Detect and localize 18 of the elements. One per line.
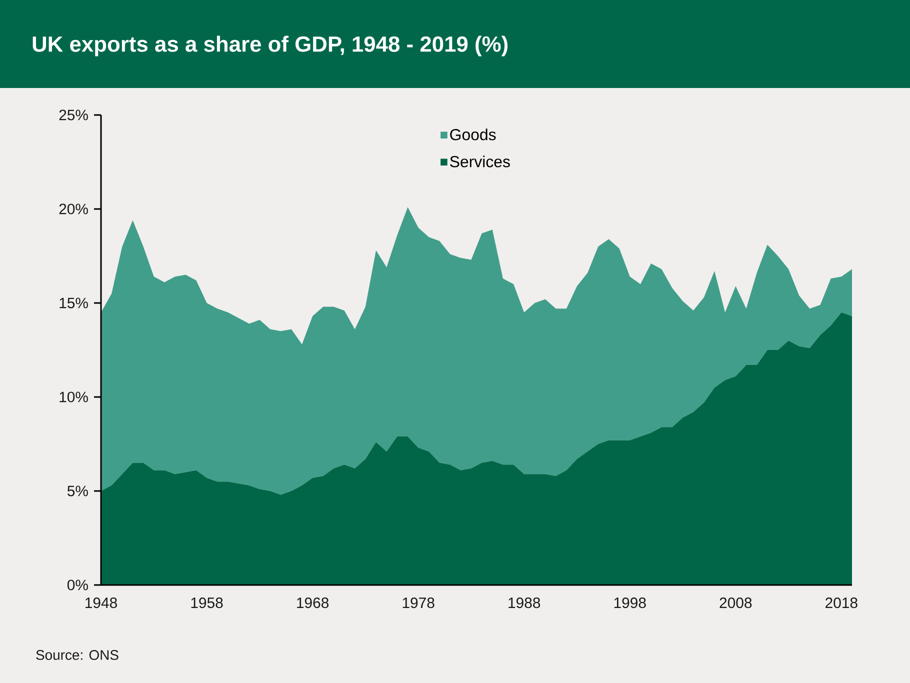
source-note: Source: ONS xyxy=(36,650,118,660)
y-tick-label: 10% xyxy=(60,392,88,402)
y-tick-label: 15% xyxy=(60,298,88,308)
x-tick-label: 1978 xyxy=(402,598,434,608)
x-tick-label: 1958 xyxy=(191,598,223,608)
y-tick-label: 25% xyxy=(59,110,88,120)
x-tick-label: 1988 xyxy=(508,598,540,608)
y-tick-label: 5% xyxy=(67,486,88,496)
chart-title: UK exports as a share of GDP, 1948 - 2019 (%) xyxy=(32,36,508,56)
legend-label: Services xyxy=(450,156,510,168)
x-tick-label: 1998 xyxy=(614,598,646,608)
y-tick-label: 0% xyxy=(67,580,88,590)
y-tick-label: 20% xyxy=(59,204,88,214)
x-tick-label: 1968 xyxy=(297,598,329,608)
x-tick-label: 2008 xyxy=(720,598,752,608)
legend-label: Goods xyxy=(450,128,496,140)
x-tick-label: 1948 xyxy=(86,598,117,608)
x-tick-label: 2018 xyxy=(826,598,858,608)
